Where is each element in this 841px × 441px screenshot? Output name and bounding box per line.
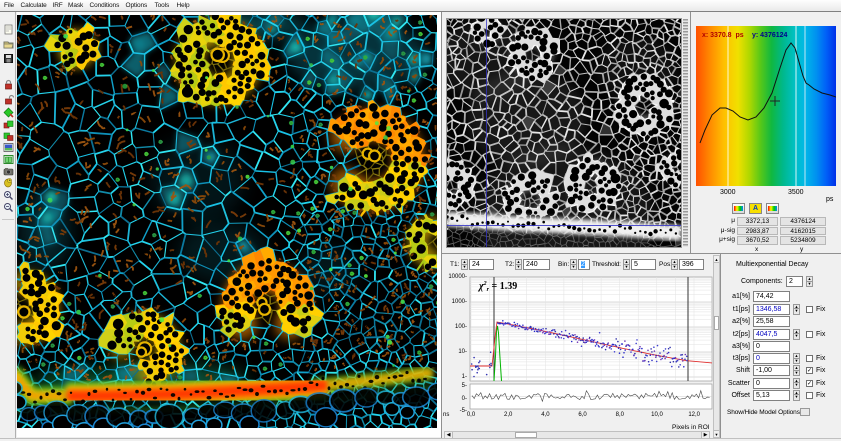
svg-text:χ2r = 1.39: χ2r = 1.39 bbox=[477, 281, 517, 293]
svg-text:y: 4376124: y: 4376124 bbox=[752, 32, 788, 39]
svg-text:x: 3370.8 ps: x: 3370.8 ps bbox=[702, 32, 744, 39]
